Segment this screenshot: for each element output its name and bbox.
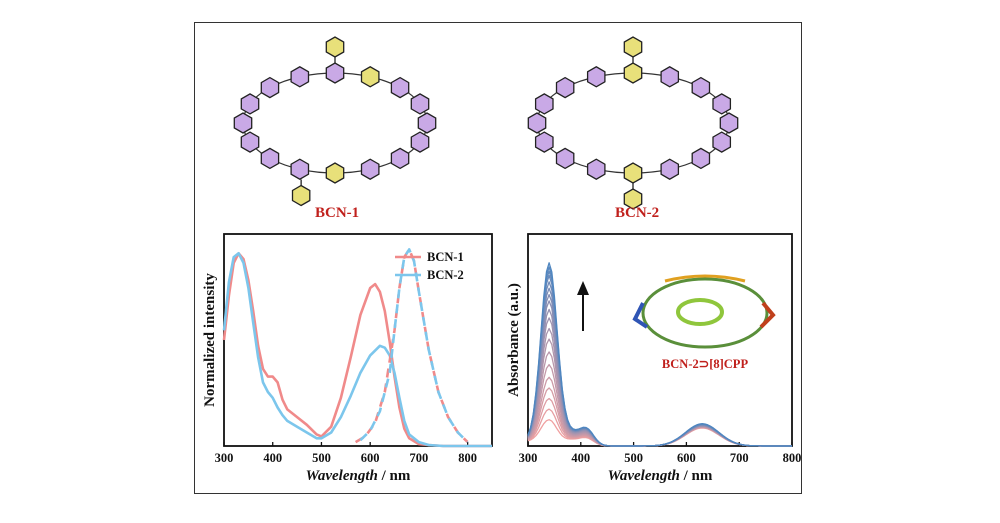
phenyl-substituent: [291, 184, 311, 207]
right-chart-x-tick-label: 300: [519, 451, 538, 465]
figure-frame: BCN-1 BCN-2 300 400 500 600 700 800 Wavelength…: [194, 22, 802, 494]
phenylene-ring: [410, 131, 430, 153]
phenylene-ring: [390, 76, 410, 99]
phenyl-substituent: [325, 36, 345, 58]
right-chart-x-tick-label: 600: [677, 451, 696, 465]
complex-orange-arc: [664, 274, 746, 283]
phenylene-ring: [534, 131, 554, 153]
phenylene-ring: [325, 62, 345, 84]
right-chart-x-tick-label: 400: [571, 451, 590, 465]
titration-absorbance-chart: 300 400 500 600 700 800 Wavelength / nm Absorba…: [506, 233, 802, 484]
complex-outer-ring: [641, 277, 769, 349]
left-chart-x-tick-label: 700: [410, 451, 429, 465]
right-chart-x-axis-label: Wavelength / nm: [608, 468, 713, 484]
molecule-label-bcn1: BCN-1: [315, 205, 359, 221]
left-chart-x-tick-label: 600: [361, 451, 380, 465]
phenylene-ring: [691, 76, 711, 99]
left-chart-y-axis-label: Normalized intensity: [202, 273, 218, 407]
molecule-bcn1-structure: [233, 36, 437, 207]
series-line-bcn-2: [222, 252, 492, 448]
phenylene-ring: [712, 93, 732, 115]
phenylene-ring: [260, 147, 280, 170]
phenylene-ring: [360, 158, 380, 180]
phenylene-ring: [660, 158, 680, 180]
right-chart-x-tick-label: 500: [624, 451, 643, 465]
left-chart-x-axis-label-quantity: Wavelength: [306, 468, 378, 484]
phenylene-ring: [417, 112, 437, 134]
series-line-bcn-2-emission: [359, 248, 469, 444]
right-chart-y-axis-label: Absorbance (a.u.): [506, 283, 522, 397]
bodipy-ring: [360, 66, 380, 88]
phenylene-ring: [586, 66, 606, 88]
phenylene-ring: [240, 93, 260, 115]
complex-red-segment: [759, 301, 776, 329]
right-chart-x-tick-label: 700: [730, 451, 749, 465]
phenylene-ring: [527, 112, 547, 134]
left-chart-plot-frame: [223, 233, 493, 447]
phenylene-ring: [555, 76, 575, 99]
phenylene-ring: [240, 131, 260, 153]
phenylene-ring: [691, 147, 711, 170]
right-chart-x-axis-label-unit: / nm: [680, 468, 713, 484]
left-chart-x-axis-label-unit: / nm: [378, 468, 411, 484]
phenylene-ring: [260, 76, 280, 99]
left-chart-x-tick-label: 400: [263, 451, 282, 465]
phenylene-ring: [534, 93, 554, 115]
left-chart-x-tick-label: 300: [215, 451, 234, 465]
legend-label-bcn-2: BCN-2: [427, 268, 464, 282]
phenylene-ring: [290, 158, 310, 180]
phenylene-ring: [410, 93, 430, 115]
phenylene-ring: [712, 131, 732, 153]
complex-guest-ring: [676, 298, 724, 326]
bodipy-ring: [623, 62, 643, 84]
molecule-bcn2-structure: [527, 36, 739, 210]
phenylene-ring: [390, 147, 410, 170]
right-chart-plot-frame: [527, 233, 793, 447]
complex-blue-segment: [632, 302, 649, 329]
left-chart-x-tick-label: 500: [312, 451, 331, 465]
right-chart-x-axis-label-quantity: Wavelength: [608, 468, 680, 484]
phenyl-substituent: [623, 36, 643, 58]
figure-canvas: BCN-1 BCN-2 300 400 500 600 700 800 Wavelength…: [202, 36, 802, 484]
emission-absorption-chart: 300 400 500 600 700 800 Wavelength / nm Normali…: [202, 233, 493, 484]
titration-curve: [527, 327, 792, 447]
bodipy-ring: [325, 162, 345, 184]
phenylene-ring: [290, 66, 310, 88]
titration-curve: [527, 338, 792, 447]
right-chart-x-tick-label: 800: [783, 451, 802, 465]
complex-annotation-label: BCN-2⊃[8]CPP: [662, 357, 749, 371]
phenylene-ring: [719, 112, 739, 134]
left-chart-x-tick-label: 800: [458, 451, 477, 465]
increase-arrow-head: [577, 281, 589, 295]
bodipy-ring: [623, 162, 643, 184]
complex-structure-inset: [632, 274, 776, 349]
molecule-label-bcn2: BCN-2: [615, 205, 659, 221]
phenylene-ring: [660, 66, 680, 88]
series-line-bcn-1: [222, 252, 492, 448]
titration-curve: [527, 262, 792, 447]
phenylene-ring: [555, 147, 575, 170]
phenylene-ring: [586, 158, 606, 180]
legend-label-bcn-1: BCN-1: [427, 250, 464, 264]
phenylene-ring: [233, 112, 253, 134]
phenyl-substituent: [623, 188, 643, 210]
left-chart-x-axis-label: Wavelength / nm: [306, 468, 411, 484]
